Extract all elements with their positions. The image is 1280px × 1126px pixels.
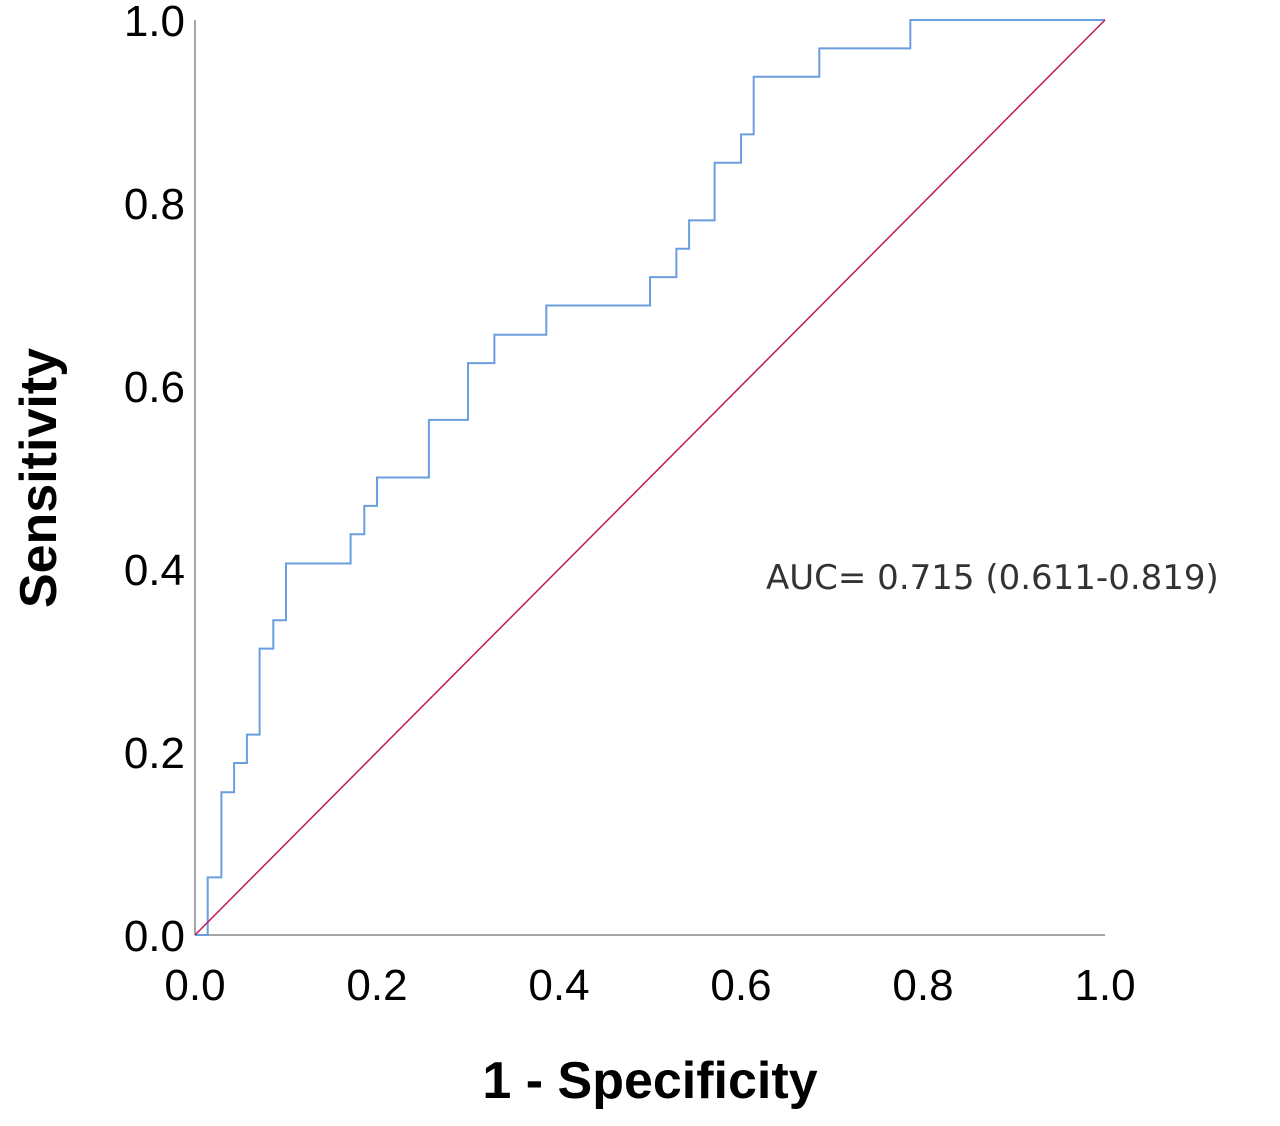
y-tick-label: 0.6 bbox=[124, 363, 185, 412]
x-tick-label: 0.2 bbox=[346, 961, 407, 1010]
y-tick-label: 0.2 bbox=[124, 729, 185, 778]
reference-diagonal-line bbox=[194, 19, 1106, 936]
axes bbox=[194, 20, 1105, 936]
x-tick-label: 0.0 bbox=[164, 961, 225, 1010]
y-tick-label: 0.4 bbox=[124, 546, 185, 595]
x-axis-title: 1 - Specificity bbox=[482, 1052, 817, 1110]
tick-labels: 0.0 0.2 0.4 0.6 0.8 1.0 0.0 0.2 0.4 0.6 0.8 1.0 bbox=[124, 0, 1136, 1010]
y-tick-label: 0.8 bbox=[124, 180, 185, 229]
x-tick-label: 1.0 bbox=[1074, 961, 1135, 1010]
y-tick-label: 1.0 bbox=[124, 0, 185, 46]
auc-annotation: AUC= 0.715 (0.611-0.819) bbox=[766, 558, 1219, 598]
plot-series bbox=[194, 19, 1106, 936]
roc-curve-line bbox=[195, 19, 1105, 936]
y-axis-title: Sensitivity bbox=[10, 348, 68, 608]
x-tick-label: 0.6 bbox=[710, 961, 771, 1010]
y-tick-label: 0.0 bbox=[124, 912, 185, 961]
x-tick-label: 0.4 bbox=[528, 961, 589, 1010]
x-tick-label: 0.8 bbox=[892, 961, 953, 1010]
